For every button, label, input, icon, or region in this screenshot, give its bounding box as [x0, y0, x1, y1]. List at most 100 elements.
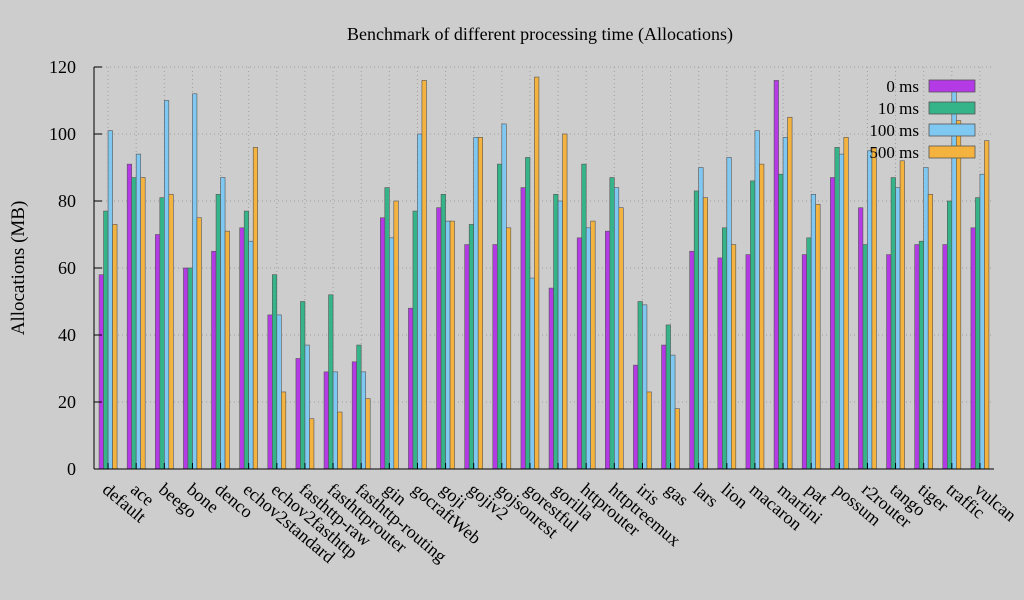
y-axis-label: Allocations (MB)	[8, 201, 29, 336]
bar-0ms-fasthttprouter	[323, 371, 329, 470]
bar-500ms-fasthttprouter	[337, 411, 343, 470]
chart-title: Benchmark of different processing time (…	[347, 24, 733, 45]
bar-100ms-echov2standard	[248, 240, 254, 470]
bar-500ms-pat	[815, 204, 821, 470]
y-tick-label: 0	[67, 459, 76, 479]
bar-500ms-lars	[702, 197, 708, 470]
bar-10ms-httprouter	[581, 163, 587, 470]
bar-10ms-gorestful	[525, 157, 531, 470]
bar-100ms-iris	[642, 304, 648, 470]
bar-10ms-default	[103, 210, 109, 470]
bar-0ms-beego	[155, 234, 161, 470]
bar-0ms-possum	[830, 177, 836, 470]
y-tick-label: 60	[58, 258, 76, 278]
bar-10ms-possum	[834, 147, 840, 470]
bar-0ms-traffic	[942, 244, 948, 470]
bar-10ms-echov2fasthttp	[272, 274, 278, 470]
bar-10ms-gojiv2	[468, 224, 474, 470]
bar-500ms-vulcan	[984, 140, 990, 470]
y-tick-label: 120	[49, 57, 76, 77]
bar-0ms-fasthttp-raw	[295, 358, 301, 470]
bar-100ms-lion	[726, 157, 732, 470]
legend-swatch	[928, 101, 976, 115]
bars	[98, 76, 990, 470]
bar-10ms-traffic	[947, 200, 953, 470]
bar-0ms-martini	[773, 80, 779, 470]
bar-0ms-gojsonrest	[492, 244, 498, 470]
bar-500ms-macaron	[759, 163, 765, 470]
bar-0ms-gorestful	[520, 187, 526, 470]
axes	[93, 66, 994, 470]
y-tick-label: 100	[49, 124, 76, 144]
bar-100ms-fasthttp-routing	[360, 371, 366, 470]
bar-10ms-ace	[131, 177, 137, 470]
bar-500ms-echov2fasthttp	[281, 391, 287, 470]
bar-100ms-echov2fasthttp	[276, 314, 282, 470]
bar-10ms-tiger	[918, 240, 924, 470]
bar-10ms-fasthttp-raw	[300, 301, 306, 470]
bar-500ms-goji	[449, 220, 455, 470]
bar-10ms-gocraftWeb	[412, 210, 418, 470]
bar-500ms-beego	[168, 194, 174, 470]
bar-100ms-lars	[698, 167, 704, 470]
bar-100ms-r2router	[867, 150, 873, 470]
bar-500ms-gin	[393, 200, 399, 470]
bar-500ms-ace	[140, 177, 146, 470]
bar-10ms-gojsonrest	[497, 163, 503, 470]
bar-500ms-gojiv2	[477, 137, 483, 470]
bar-500ms-bone	[196, 217, 202, 470]
bar-500ms-fasthttp-raw	[309, 418, 315, 470]
bar-500ms-tiger	[927, 194, 933, 470]
bar-500ms-gas	[674, 408, 680, 470]
bar-500ms-denco	[224, 230, 230, 470]
bar-100ms-ace	[135, 153, 141, 470]
bar-100ms-bone	[192, 93, 198, 470]
legend-label: 100 ms	[869, 121, 919, 140]
y-tick-labels: 0 20 40 60 80 100 120	[49, 57, 76, 479]
bar-10ms-pat	[806, 237, 812, 470]
bar-500ms-httptreemux	[618, 207, 624, 470]
bar-10ms-bone	[187, 267, 193, 470]
bar-0ms-macaron	[745, 254, 751, 470]
bar-100ms-traffic	[951, 80, 957, 470]
bar-0ms-gojiv2	[464, 244, 470, 470]
bar-100ms-vulcan	[979, 173, 985, 470]
bar-0ms-lars	[689, 250, 695, 470]
bar-10ms-iris	[637, 301, 643, 470]
legend-label: 500 ms	[869, 143, 919, 162]
bar-500ms-gojsonrest	[506, 227, 512, 470]
bar-0ms-fasthttp-routing	[351, 361, 357, 470]
bar-10ms-lars	[693, 190, 699, 470]
bar-10ms-gorilla	[553, 194, 559, 470]
bar-100ms-httptreemux	[614, 187, 620, 470]
bar-100ms-gojiv2	[473, 137, 479, 470]
bar-10ms-denco	[215, 194, 221, 470]
bar-0ms-bone	[183, 267, 189, 470]
bar-0ms-vulcan	[970, 227, 976, 470]
bar-500ms-echov2standard	[252, 147, 258, 470]
bar-0ms-gas	[661, 344, 667, 470]
bar-100ms-tiger	[923, 167, 929, 470]
bar-500ms-httprouter	[590, 220, 596, 470]
legend-swatch	[928, 123, 976, 137]
bar-500ms-traffic	[956, 120, 962, 470]
bar-0ms-gocraftWeb	[408, 307, 414, 470]
bar-500ms-r2router	[871, 147, 877, 470]
bar-10ms-echov2standard	[243, 210, 249, 470]
bar-500ms-martini	[787, 116, 793, 470]
bar-10ms-macaron	[750, 180, 756, 470]
bar-500ms-iris	[646, 391, 652, 470]
bar-0ms-ace	[126, 163, 132, 470]
bar-10ms-beego	[159, 197, 165, 470]
bar-0ms-denco	[211, 250, 217, 470]
bar-100ms-gojsonrest	[501, 123, 507, 470]
bar-100ms-gorestful	[529, 277, 535, 470]
bar-0ms-goji	[436, 207, 442, 470]
bar-0ms-httptreemux	[605, 230, 611, 470]
legend: 0 ms 10 ms 100 ms 500 ms	[869, 77, 976, 162]
bar-10ms-fasthttprouter	[328, 294, 334, 470]
y-tick-label: 40	[58, 325, 76, 345]
bar-100ms-tango	[895, 187, 901, 470]
bar-10ms-gas	[665, 324, 671, 470]
